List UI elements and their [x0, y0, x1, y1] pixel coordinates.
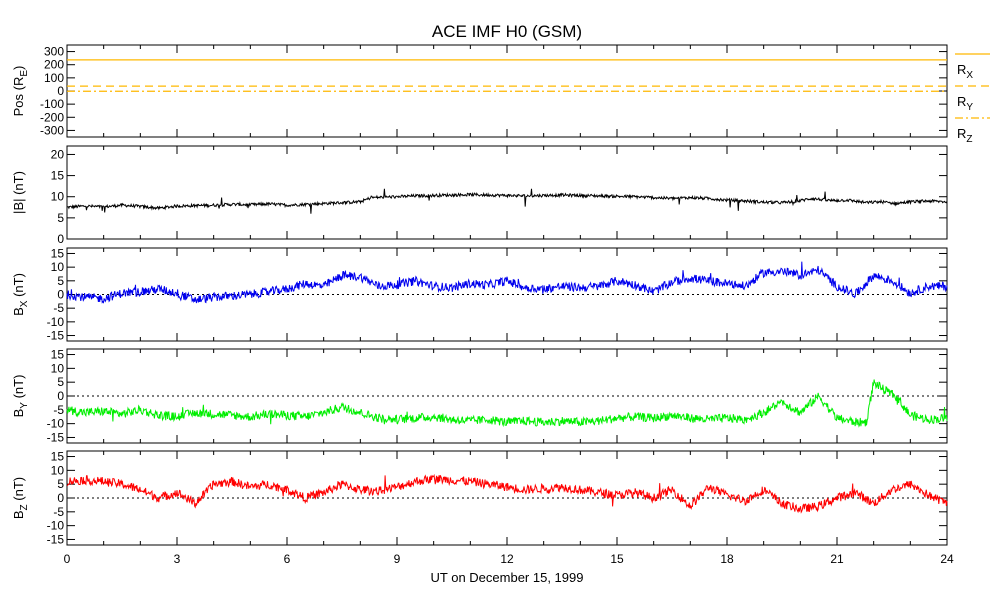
y-tick-label: 0 [57, 491, 64, 505]
y-tick-label: -10 [47, 417, 65, 431]
y-tick-label: 300 [44, 45, 64, 59]
y-axis-label-sub: E [19, 70, 30, 77]
y-axis-label: Pos (RE) [11, 66, 30, 117]
y-tick-label: 15 [51, 169, 65, 183]
y-axis-label-end: ) [11, 66, 26, 70]
y-tick-label: 10 [51, 190, 65, 204]
x-tick-label: 18 [720, 552, 734, 566]
y-axis-label-main: B [11, 307, 26, 316]
y-tick-label: 100 [44, 71, 64, 85]
y-tick-label: -10 [47, 519, 65, 533]
y-tick-label: 10 [51, 260, 65, 274]
y-tick-label: 200 [44, 58, 64, 72]
y-tick-label: -100 [40, 97, 64, 111]
legend-label: RX [957, 62, 973, 81]
y-tick-label: 5 [57, 477, 64, 491]
legend-label-sub: X [966, 70, 973, 81]
y-tick-label: 15 [51, 246, 65, 260]
y-axis-label-main: B [11, 409, 26, 418]
y-axis-label: |B| (nT) [11, 171, 26, 214]
y-axis-label-sub: X [19, 300, 30, 307]
x-tick-label: 15 [610, 552, 624, 566]
y-axis-label: BX (nT) [11, 273, 30, 316]
y-tick-label: 5 [57, 211, 64, 225]
y-axis-label-sub: Z [19, 504, 30, 510]
y-tick-label: -15 [47, 430, 65, 444]
y-axis-label-main: Pos (R [11, 77, 26, 117]
legend-label-sub: Y [966, 102, 973, 113]
y-axis-label-main: B [11, 510, 26, 519]
legend-label-sub: Z [966, 134, 972, 145]
y-tick-label: 5 [57, 274, 64, 288]
y-tick-label: -5 [53, 505, 64, 519]
legend-label-main: R [957, 62, 966, 77]
x-tick-label: 9 [394, 552, 401, 566]
y-tick-label: 0 [57, 232, 64, 246]
legend-label: RZ [957, 126, 973, 145]
y-axis-label-end: (nT) [11, 375, 26, 402]
y-axis-label: BY (nT) [11, 375, 30, 418]
y-tick-label: -10 [47, 315, 65, 329]
series-line-bz [67, 473, 948, 514]
x-tick-label: 12 [500, 552, 514, 566]
x-tick-label: 6 [284, 552, 291, 566]
chart-title: ACE IMF H0 (GSM) [432, 22, 582, 41]
series-line-by [66, 379, 948, 428]
y-axis-label-end: (nT) [11, 273, 26, 300]
y-tick-label: 0 [57, 84, 64, 98]
y-tick-label: 0 [57, 389, 64, 403]
x-tick-label: 21 [830, 552, 844, 566]
panel-1: 0 5 10 15 20 |B| (nT) [11, 145, 948, 246]
y-tick-label: 15 [51, 348, 65, 362]
y-tick-label: 20 [51, 147, 65, 161]
series-line-bx [66, 261, 948, 304]
series-line-bmag [66, 188, 948, 214]
x-tick-label: 24 [940, 552, 954, 566]
legend-label-main: R [957, 94, 966, 109]
legend-label-main: R [957, 126, 966, 141]
y-tick-label: -15 [47, 532, 65, 546]
x-axis-label: UT on December 15, 1999 [431, 570, 584, 585]
panel-frame [66, 145, 948, 240]
y-tick-label: 5 [57, 375, 64, 389]
y-tick-label: -200 [40, 110, 64, 124]
y-tick-label: 15 [51, 450, 65, 464]
y-tick-label: -5 [53, 301, 64, 315]
y-axis-label-end: (nT) [11, 477, 26, 504]
y-tick-label: 10 [51, 361, 65, 375]
y-tick-label: 0 [57, 288, 64, 302]
x-tick-label: 3 [174, 552, 181, 566]
y-tick-label: 10 [51, 463, 65, 477]
y-axis-label: BZ (nT) [11, 477, 30, 519]
y-tick-label: -15 [47, 329, 65, 343]
y-tick-label: -5 [53, 403, 64, 417]
y-tick-label: -300 [40, 123, 64, 137]
y-axis-label-main: |B| (nT) [11, 171, 26, 214]
x-tick-label: 0 [64, 552, 71, 566]
y-axis-label-sub: Y [19, 402, 30, 409]
legend-label: RY [957, 94, 973, 113]
